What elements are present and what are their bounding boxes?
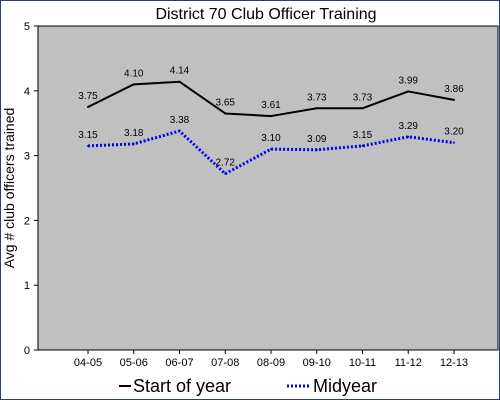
data-point bbox=[178, 80, 181, 83]
series-layer bbox=[87, 80, 455, 176]
data-point bbox=[453, 98, 455, 101]
data-label: 2.72 bbox=[216, 158, 236, 169]
data-label: 3.15 bbox=[353, 130, 373, 141]
data-label: 4.14 bbox=[170, 66, 190, 77]
data-point bbox=[87, 106, 89, 108]
data-label: 3.61 bbox=[261, 100, 281, 111]
x-tick-label: 12-13 bbox=[440, 357, 468, 369]
x-tick-label: 09-10 bbox=[303, 357, 331, 369]
data-label: 4.10 bbox=[124, 68, 144, 79]
legend: Start of year Midyear bbox=[119, 376, 377, 396]
y-tick-label: 4 bbox=[24, 86, 30, 98]
x-tick-label: 10-11 bbox=[349, 357, 376, 369]
data-point bbox=[132, 142, 135, 145]
data-label: 3.65 bbox=[216, 97, 236, 108]
data-point bbox=[178, 129, 181, 132]
data-label: 3.99 bbox=[399, 75, 419, 86]
x-tick-label: 11-12 bbox=[395, 357, 422, 369]
data-point bbox=[270, 115, 272, 118]
y-tick-label: 0 bbox=[24, 345, 30, 357]
data-label: 3.15 bbox=[78, 130, 98, 141]
x-axis: 04-05 05-06 06-07 07-08 08-09 09-10 10-11 11-12… bbox=[74, 350, 468, 369]
series-line-midyear bbox=[87, 129, 455, 176]
data-label: 3.10 bbox=[261, 133, 281, 144]
data-labels: 3.75 4.10 4.14 3.65 3.61 3.73 3.73 3.99 3.86 3.15… bbox=[78, 66, 464, 169]
x-tick-label: 08-09 bbox=[257, 357, 285, 369]
data-label: 3.73 bbox=[307, 92, 327, 103]
y-tick-label: 3 bbox=[24, 151, 30, 163]
y-tick-label: 5 bbox=[24, 21, 30, 33]
data-label: 3.73 bbox=[353, 92, 373, 103]
chart-title: District 70 Club Officer Training bbox=[155, 6, 376, 23]
data-point bbox=[224, 172, 227, 175]
data-point bbox=[315, 107, 318, 110]
data-point bbox=[407, 135, 410, 138]
data-point bbox=[361, 107, 364, 110]
data-label: 3.75 bbox=[78, 91, 98, 102]
plot-area bbox=[37, 25, 499, 351]
data-label: 3.09 bbox=[307, 134, 327, 145]
data-label: 3.20 bbox=[444, 127, 464, 138]
data-label: 3.86 bbox=[444, 84, 464, 95]
y-tick-label: 2 bbox=[24, 215, 30, 227]
x-tick-label: 07-08 bbox=[211, 357, 239, 369]
y-tick-label: 1 bbox=[24, 280, 30, 292]
data-point bbox=[407, 90, 410, 93]
x-tick-label: 04-05 bbox=[74, 357, 102, 369]
data-point bbox=[224, 112, 227, 115]
legend-label: Midyear bbox=[313, 376, 377, 396]
data-point bbox=[361, 144, 364, 147]
data-label: 3.29 bbox=[399, 121, 419, 132]
data-label: 3.38 bbox=[170, 115, 190, 126]
data-point bbox=[315, 148, 318, 151]
data-point bbox=[453, 141, 455, 144]
data-point bbox=[132, 83, 135, 86]
y-axis: 0 1 2 3 4 5 bbox=[24, 21, 38, 357]
y-axis-label: Avg # club officers trained bbox=[1, 108, 17, 269]
legend-label: Start of year bbox=[133, 376, 231, 396]
data-point bbox=[87, 144, 89, 147]
x-tick-label: 06-07 bbox=[165, 357, 193, 369]
data-label: 3.18 bbox=[124, 128, 144, 139]
x-tick-label: 05-06 bbox=[120, 357, 148, 369]
data-point bbox=[270, 148, 272, 151]
